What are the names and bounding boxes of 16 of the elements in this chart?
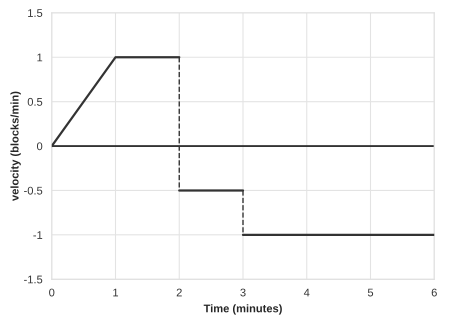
x-tick-label: 6 bbox=[432, 288, 437, 296]
x-tick-label: 3 bbox=[240, 288, 246, 296]
x-tick-label: 1 bbox=[113, 288, 118, 296]
y-tick-label: 1.5 bbox=[28, 9, 42, 17]
y-tick-label: 1 bbox=[37, 54, 42, 62]
y-axis-title: velocity (blocks/min) bbox=[10, 92, 21, 201]
y-tick-label: 0 bbox=[36, 142, 42, 150]
y-tick-label: 0.5 bbox=[28, 98, 42, 106]
y-tick-label: -0.5 bbox=[24, 186, 42, 195]
y-tick-label: -1.5 bbox=[24, 276, 42, 284]
x-axis-title: Time (minutes) bbox=[204, 304, 282, 315]
y-tick-label: -1 bbox=[33, 231, 42, 239]
x-tick-label: 5 bbox=[368, 288, 374, 296]
x-tick-label: 0 bbox=[49, 288, 54, 296]
x-tick-label: 2 bbox=[176, 288, 182, 296]
x-tick-label: 4 bbox=[304, 288, 310, 296]
